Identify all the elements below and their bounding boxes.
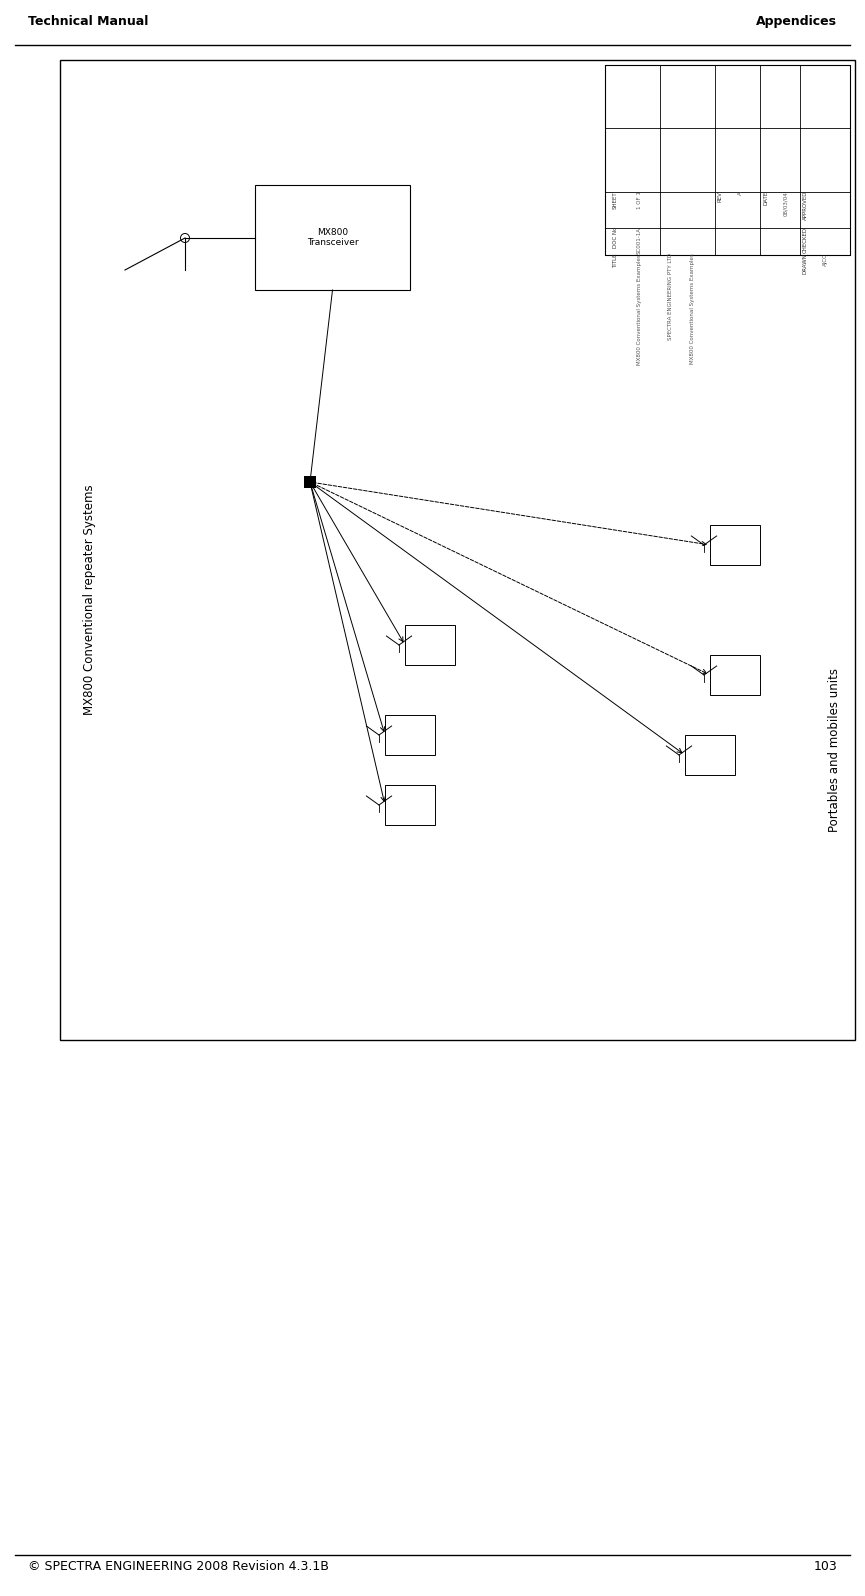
- Text: MX800 Conventional Systems Examples: MX800 Conventional Systems Examples: [690, 254, 695, 364]
- Text: MX800
Transceiver: MX800 Transceiver: [307, 228, 358, 247]
- Text: DRAWN: DRAWN: [803, 254, 808, 275]
- Text: REV: REV: [718, 192, 723, 201]
- Bar: [685, 736, 735, 776]
- Bar: [255, 185, 410, 290]
- Text: A: A: [738, 192, 743, 195]
- Text: DOC No: DOC No: [613, 227, 618, 249]
- Bar: [385, 785, 435, 825]
- Text: 08/03/04: 08/03/04: [783, 192, 788, 215]
- Bar: [605, 65, 850, 255]
- Bar: [385, 715, 435, 755]
- Text: DATE: DATE: [763, 192, 768, 206]
- Text: AJCC: AJCC: [823, 254, 828, 267]
- Text: 1 OF 1: 1 OF 1: [637, 192, 642, 209]
- Text: Appendices: Appendices: [756, 14, 837, 29]
- Text: © SPECTRA ENGINEERING 2008 Revision 4.3.1B: © SPECTRA ENGINEERING 2008 Revision 4.3.…: [28, 1559, 329, 1574]
- Text: Technical Manual: Technical Manual: [28, 14, 149, 29]
- Text: MX800 Conventional repeater Systems: MX800 Conventional repeater Systems: [84, 485, 97, 715]
- Text: MX800 Conventional Systems Examples: MX800 Conventional Systems Examples: [637, 254, 642, 365]
- Text: TITLE: TITLE: [613, 254, 618, 268]
- Bar: [304, 476, 316, 488]
- Text: CHECKED: CHECKED: [803, 227, 808, 254]
- Text: Portables and mobiles units: Portables and mobiles units: [829, 669, 842, 832]
- Bar: [405, 626, 455, 666]
- Text: SPECTRA ENGINEERING PTY LTD: SPECTRA ENGINEERING PTY LTD: [668, 254, 673, 340]
- Text: SC001-1A: SC001-1A: [637, 227, 642, 254]
- Bar: [710, 525, 760, 565]
- Text: 103: 103: [813, 1559, 837, 1574]
- Text: SHEET: SHEET: [613, 192, 618, 209]
- Bar: [60, 61, 855, 1041]
- Bar: [710, 654, 760, 694]
- Text: APPROVED: APPROVED: [803, 192, 808, 220]
